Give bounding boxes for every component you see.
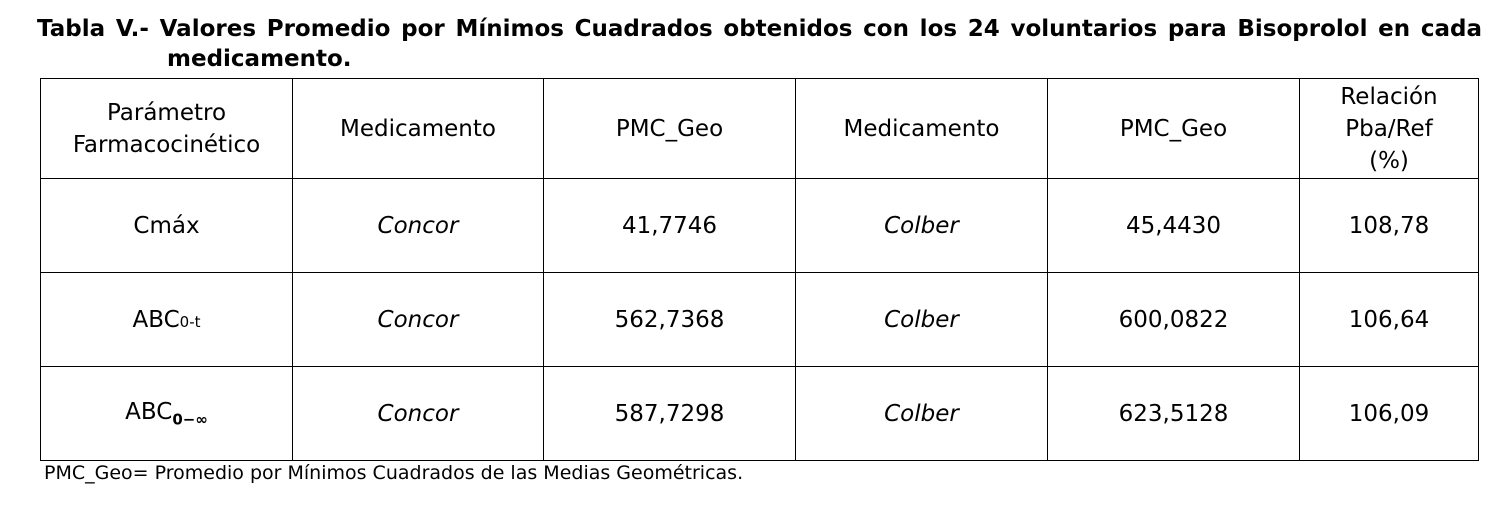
drug-cell: Concor xyxy=(292,366,544,461)
header-pmc-geo-1: PMC_Geo xyxy=(543,78,796,179)
drug-cell: Concor xyxy=(292,178,544,273)
param-cell: Cmáx xyxy=(40,178,293,273)
param-cell: ABC0−∞ xyxy=(40,366,293,461)
param-name: Cmáx xyxy=(133,212,200,239)
param-cell: ABC0-t xyxy=(40,272,293,367)
header-relacion: Relación Pba/Ref (%) xyxy=(1299,78,1479,179)
param-name: ABC xyxy=(125,398,173,425)
ratio-cell: 106,09 xyxy=(1299,366,1479,461)
header-pmc-geo-2: PMC_Geo xyxy=(1047,78,1300,179)
table-row: ABC0-t Concor 562,7368 Colber 600,0822 1… xyxy=(40,272,1479,367)
table-footnote: PMC_Geo= Promedio por Mínimos Cuadrados … xyxy=(44,462,744,484)
header-relacion-line2: Pba/Ref xyxy=(1345,115,1433,142)
header-row: Parámetro Farmacocinético Medicamento PM… xyxy=(40,78,1479,179)
param-name: ABC xyxy=(132,306,180,333)
ratio-cell: 106,64 xyxy=(1299,272,1479,367)
pmc-geo-cell: 41,7746 xyxy=(543,178,796,273)
caption-line-2: medicamento. xyxy=(167,46,352,72)
drug-cell: Concor xyxy=(292,272,544,367)
param-subscript: 0-t xyxy=(179,312,201,331)
table-row: ABC0−∞ Concor 587,7298 Colber 623,5128 1… xyxy=(40,366,1479,461)
param-subscript: 0−∞ xyxy=(172,410,208,429)
table-row: Cmáx Concor 41,7746 Colber 45,4430 108,7… xyxy=(40,178,1479,273)
ratio-cell: 108,78 xyxy=(1299,178,1479,273)
table-caption: Tabla V.- Valores Promedio por Mínimos C… xyxy=(37,14,1482,74)
header-relacion-line3: (%) xyxy=(1369,147,1409,174)
pmc-geo-cell: 600,0822 xyxy=(1047,272,1300,367)
drug-cell: Colber xyxy=(795,366,1048,461)
header-medicamento-1: Medicamento xyxy=(292,78,544,179)
header-relacion-line1: Relación xyxy=(1340,83,1438,110)
pmc-geo-cell: 562,7368 xyxy=(543,272,796,367)
pmc-geo-cell: 45,4430 xyxy=(1047,178,1300,273)
pmc-geo-cell: 623,5128 xyxy=(1047,366,1300,461)
drug-cell: Colber xyxy=(795,178,1048,273)
pharmacokinetic-table: Parámetro Farmacocinético Medicamento PM… xyxy=(40,78,1479,461)
caption-line-1: Tabla V.- Valores Promedio por Mínimos C… xyxy=(37,16,1482,42)
header-parametro: Parámetro Farmacocinético xyxy=(40,78,293,179)
header-parametro-line2: Farmacocinético xyxy=(72,131,261,158)
pmc-geo-cell: 587,7298 xyxy=(543,366,796,461)
header-medicamento-2: Medicamento xyxy=(795,78,1048,179)
drug-cell: Colber xyxy=(795,272,1048,367)
header-parametro-line1: Parámetro xyxy=(106,99,227,126)
